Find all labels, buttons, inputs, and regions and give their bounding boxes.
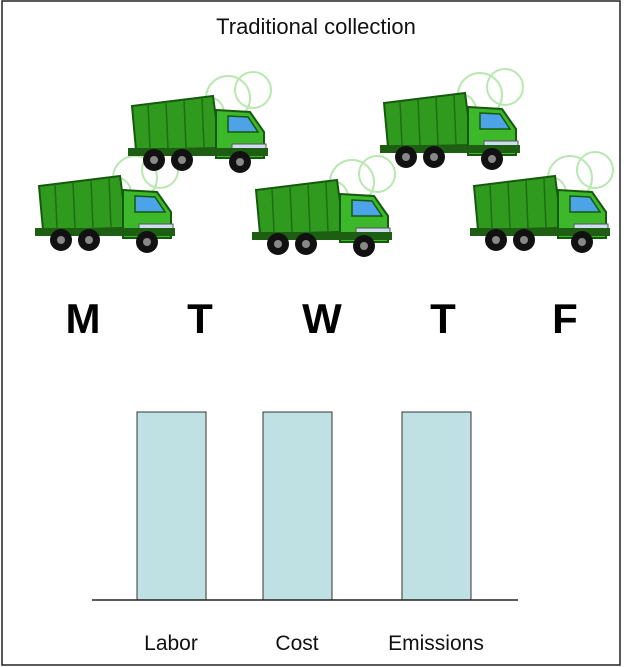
day: F bbox=[552, 295, 578, 342]
day: W bbox=[302, 295, 342, 342]
bar-label: Cost bbox=[275, 632, 318, 655]
bar bbox=[137, 412, 206, 600]
title: Traditional collection bbox=[216, 14, 416, 39]
slide: Traditional collection M T W T F Labor C… bbox=[0, 0, 626, 667]
day: T bbox=[430, 295, 456, 342]
bar-label: Emissions bbox=[388, 632, 484, 655]
day: M bbox=[66, 295, 101, 342]
bar-label: Labor bbox=[144, 632, 198, 655]
day: T bbox=[187, 295, 213, 342]
bar bbox=[263, 412, 332, 600]
bar bbox=[402, 412, 471, 600]
